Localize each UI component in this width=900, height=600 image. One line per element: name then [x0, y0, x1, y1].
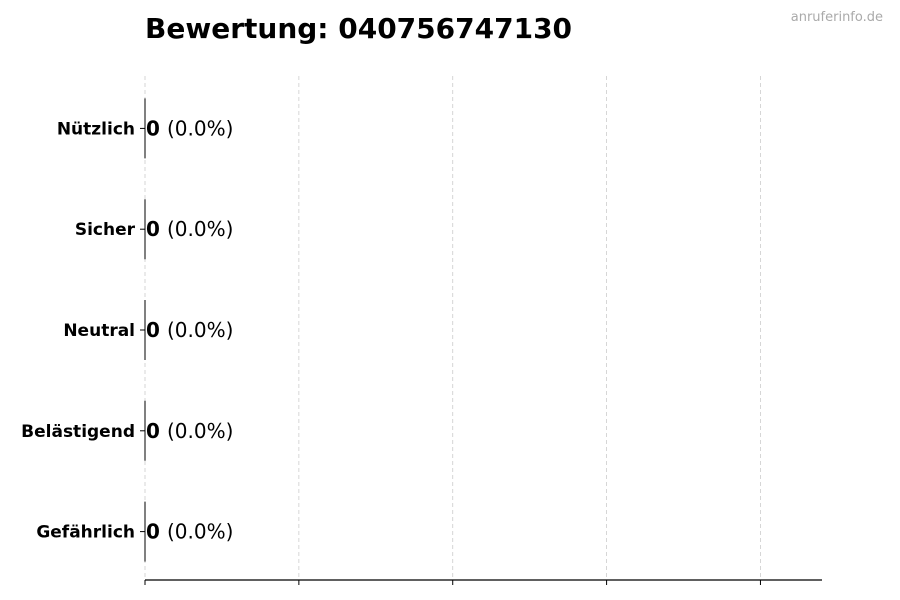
y-tick-label: Belästigend	[21, 422, 135, 442]
data-label-percent: (0.0%)	[167, 419, 233, 443]
data-label-count: 0	[146, 217, 160, 241]
y-tick-label: Neutral	[63, 321, 135, 341]
data-label-percent: (0.0%)	[167, 318, 233, 342]
data-label-count: 0	[146, 419, 160, 443]
y-tick-label: Sicher	[75, 220, 136, 240]
watermark: anruferinfo.de	[790, 10, 883, 25]
data-label-percent: (0.0%)	[167, 217, 233, 241]
data-label-count: 0	[146, 116, 160, 140]
chart-title: Bewertung: 040756747130	[145, 12, 573, 45]
y-tick-label: Nützlich	[57, 119, 135, 139]
data-label-count: 0	[146, 318, 160, 342]
data-label-count: 0	[146, 520, 160, 544]
data-label-percent: (0.0%)	[167, 116, 233, 140]
data-label-percent: (0.0%)	[167, 520, 233, 544]
y-tick-label: Gefährlich	[36, 523, 135, 543]
